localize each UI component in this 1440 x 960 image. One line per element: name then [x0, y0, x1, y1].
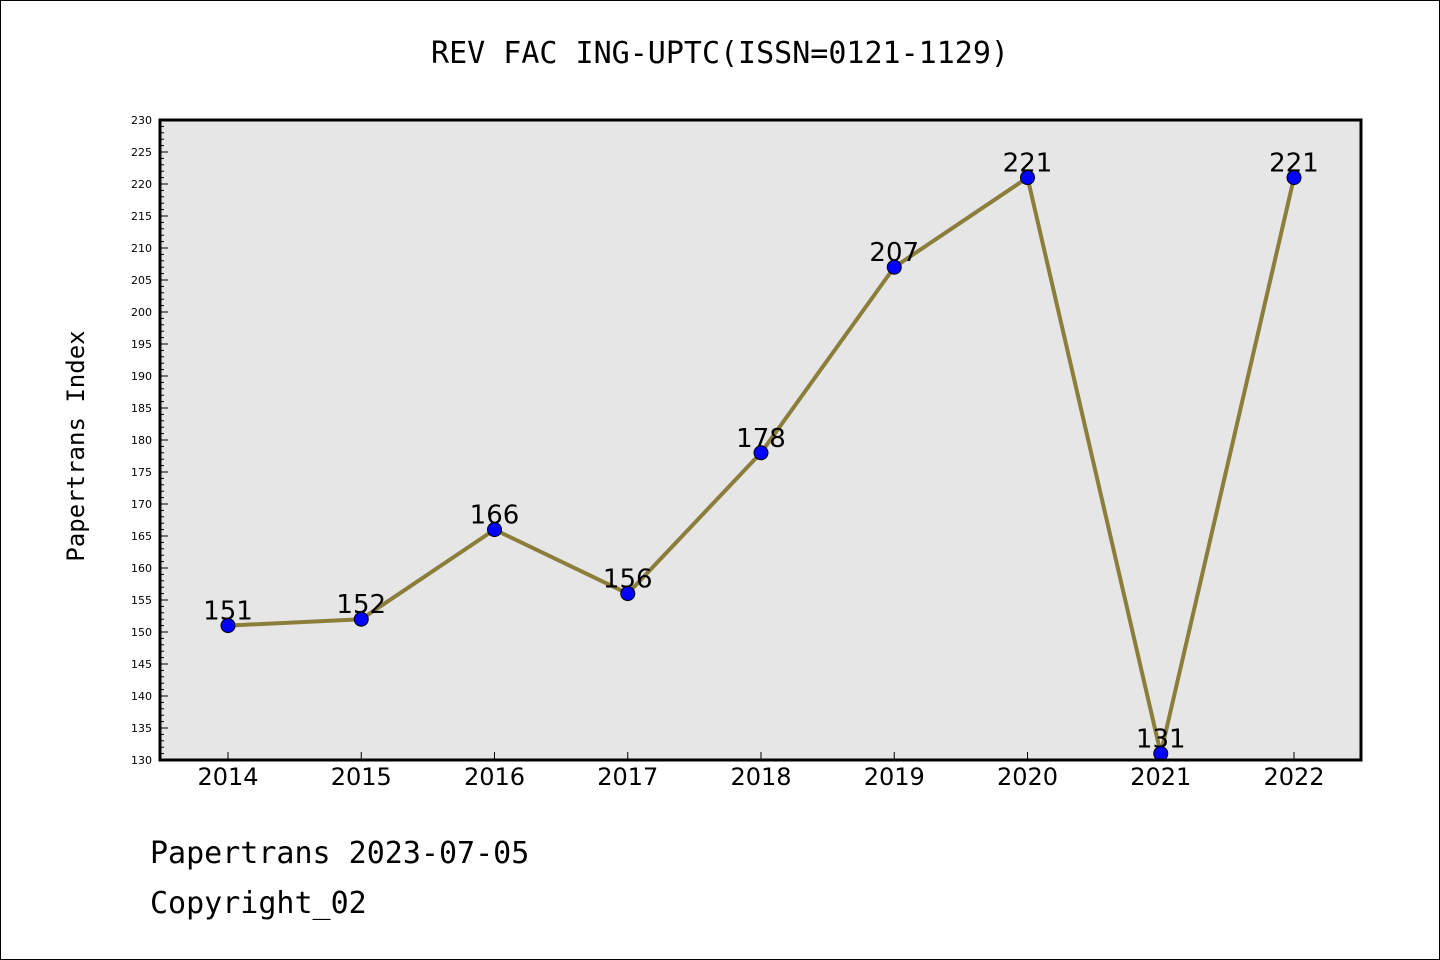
y-tick-label: 160 — [131, 562, 152, 575]
x-tick-label: 2017 — [597, 763, 658, 791]
footer-date-line: Papertrans 2023-07-05 — [150, 836, 530, 871]
x-tick-label: 2021 — [1130, 763, 1191, 791]
chart-title: REV FAC ING-UPTC(ISSN=0121-1129) — [431, 36, 1009, 71]
y-tick-label: 145 — [131, 658, 152, 671]
plot-border — [158, 118, 1363, 762]
y-tick-label: 175 — [131, 466, 152, 479]
y-tick-label: 140 — [131, 690, 152, 703]
x-tick-label: 2014 — [197, 763, 258, 791]
footer-copyright-line: Copyright_02 — [150, 886, 367, 921]
y-tick-label: 230 — [131, 114, 152, 127]
x-tick-label: 2016 — [464, 763, 525, 791]
y-tick-label: 185 — [131, 402, 152, 415]
data-point — [1286, 170, 1302, 186]
y-tick-label: 165 — [131, 530, 152, 543]
y-tick-label: 195 — [131, 338, 152, 351]
y-tick-label: 155 — [131, 594, 152, 607]
x-tick-label: 2018 — [730, 763, 791, 791]
y-tick-label: 150 — [131, 626, 152, 639]
data-point — [620, 586, 636, 602]
data-point — [753, 445, 769, 461]
y-tick-label: 215 — [131, 210, 152, 223]
data-point — [353, 611, 369, 627]
y-tick-label: 210 — [131, 242, 152, 255]
x-tick-label: 2019 — [864, 763, 925, 791]
x-tick-label: 2022 — [1263, 763, 1324, 791]
y-tick-label: 130 — [131, 754, 152, 767]
y-tick-label: 220 — [131, 178, 152, 191]
y-tick-label: 205 — [131, 274, 152, 287]
y-axis-ticks: 130 135 140 145 150 155 160 165 170 175 180 185 190 1… — [131, 114, 168, 767]
y-tick-label: 225 — [131, 146, 152, 159]
data-point — [1020, 170, 1035, 186]
data-point — [487, 522, 502, 538]
x-tick-label: 2020 — [997, 763, 1058, 791]
x-tick-label: 2015 — [331, 763, 392, 791]
plot-area — [160, 120, 1361, 760]
y-tick-label: 190 — [131, 370, 152, 383]
y-tick-label: 180 — [131, 434, 152, 447]
data-point — [886, 259, 902, 275]
y-tick-label: 135 — [131, 722, 152, 735]
data-point — [220, 618, 236, 634]
x-axis-ticks: 2014 2015 2016 2017 2018 2019 2020 2021 2022 — [197, 752, 1325, 791]
y-tick-label: 170 — [131, 498, 152, 511]
y-tick-label: 200 — [131, 306, 152, 319]
